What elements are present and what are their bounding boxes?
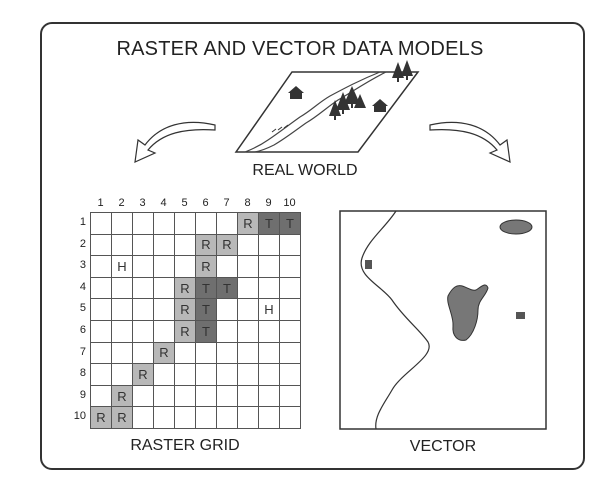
column-number: 6 bbox=[202, 197, 209, 209]
row-number: 2 bbox=[79, 237, 86, 250]
column-number: 1 bbox=[97, 197, 104, 209]
vector-forest-polygon-center bbox=[447, 284, 489, 341]
column-number: 4 bbox=[160, 197, 167, 209]
row-number: 3 bbox=[79, 259, 86, 272]
column-number: 7 bbox=[223, 197, 230, 209]
row-number: 5 bbox=[79, 302, 86, 315]
real-world-label: REAL WORLD bbox=[252, 162, 358, 179]
row-number: 6 bbox=[79, 324, 86, 336]
vector-frame bbox=[339, 210, 547, 430]
real-world-ground bbox=[234, 71, 420, 153]
column-number: 2 bbox=[118, 197, 125, 209]
right-arrow bbox=[429, 121, 511, 163]
vector-river-line bbox=[360, 210, 430, 430]
row-number: 8 bbox=[79, 367, 86, 380]
row-number: 9 bbox=[79, 388, 86, 401]
real-world-houses bbox=[288, 86, 388, 112]
diagram-title: RASTER AND VECTOR DATA MODELS bbox=[116, 38, 484, 60]
row-number: 1 bbox=[79, 216, 86, 228]
vector-house-point-right bbox=[516, 312, 525, 319]
diagram-frame bbox=[40, 22, 585, 470]
column-number: 3 bbox=[139, 197, 146, 209]
row-number: 4 bbox=[79, 280, 86, 293]
raster-cell bbox=[279, 406, 301, 429]
real-world-trees bbox=[329, 60, 413, 120]
row-number: 7 bbox=[79, 345, 86, 358]
vector-house-point-left bbox=[365, 260, 372, 269]
vector-label: VECTOR bbox=[409, 438, 477, 455]
vector-forest-polygon-top bbox=[499, 219, 533, 235]
column-number: 8 bbox=[244, 197, 251, 209]
raster-grid-label: RASTER GRID bbox=[130, 437, 240, 454]
left-arrow bbox=[134, 121, 216, 163]
row-number: 10 bbox=[73, 410, 86, 423]
column-number: 5 bbox=[181, 197, 188, 209]
real-world-river bbox=[244, 71, 381, 153]
column-number: 10 bbox=[283, 197, 296, 209]
column-number: 9 bbox=[265, 197, 272, 209]
